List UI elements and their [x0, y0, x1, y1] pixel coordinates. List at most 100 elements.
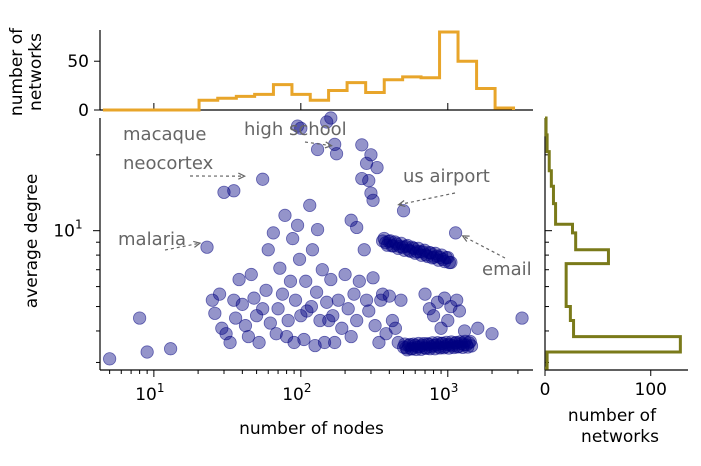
data-point — [357, 243, 371, 257]
data-point — [287, 335, 301, 350]
side-histogram: 0 100 number of networks — [540, 116, 688, 447]
side-histogram-step — [544, 116, 682, 370]
x-axis-title: number of nodes — [239, 419, 384, 439]
data-point — [259, 283, 273, 297]
data-point — [275, 287, 290, 301]
top-histogram-step — [102, 30, 516, 112]
data-point — [355, 138, 369, 152]
data-point — [286, 232, 300, 246]
data-point — [290, 218, 305, 232]
data-point — [310, 142, 325, 157]
top-histogram: 0 50 number ofnetworks — [7, 27, 533, 121]
data-point — [335, 321, 349, 335]
data-point — [103, 352, 117, 366]
data-point — [359, 156, 374, 170]
annotation-label: email — [482, 259, 532, 280]
data-point — [309, 285, 324, 299]
data-point — [256, 172, 270, 186]
data-point — [303, 198, 317, 212]
annotation-arrow-head — [324, 141, 333, 149]
data-point — [338, 267, 352, 282]
data-point — [305, 243, 320, 257]
data-point — [278, 208, 292, 222]
data-point — [366, 193, 380, 207]
data-point — [341, 302, 355, 316]
data-point — [448, 226, 463, 240]
data-point — [315, 263, 329, 277]
data-point — [283, 274, 298, 288]
data-point — [368, 319, 382, 333]
annotation-label: us airport — [403, 166, 490, 187]
data-point — [452, 304, 467, 318]
data-point — [441, 313, 455, 328]
data-point — [430, 295, 445, 309]
data-point — [362, 174, 376, 188]
data-point — [261, 243, 275, 257]
data-point — [394, 293, 408, 307]
annotation-label: macaque — [123, 124, 206, 145]
data-point — [164, 342, 178, 356]
data-point — [244, 267, 258, 282]
top-hist-y-tick-label: 50 — [67, 52, 89, 72]
annotation-arrow — [398, 192, 456, 206]
data-point — [331, 293, 345, 307]
data-point — [269, 327, 283, 341]
annotation-label: high school — [244, 119, 347, 140]
data-point — [212, 287, 227, 301]
side-hist-x-axis-title: number of networks — [568, 406, 659, 447]
data-point — [238, 319, 253, 333]
data-point — [320, 295, 334, 309]
data-point — [317, 335, 332, 350]
data-point — [263, 316, 277, 330]
data-point — [266, 226, 280, 240]
side-hist-x-tick-label: 100 — [635, 380, 667, 400]
data-point — [388, 321, 402, 335]
data-point — [133, 311, 147, 325]
data-point — [219, 327, 233, 341]
data-point — [235, 297, 249, 311]
scatter-plot: 101 102 103 101 number of nodes average degre… — [22, 111, 533, 439]
data-point — [256, 302, 270, 316]
data-point — [227, 293, 241, 307]
data-point — [324, 111, 338, 125]
data-point — [273, 261, 287, 275]
annotation-arrow-head — [397, 199, 406, 208]
data-point — [304, 299, 318, 314]
side-hist-x-tick-label: 0 — [540, 380, 551, 400]
data-point — [366, 271, 380, 285]
data-point — [227, 184, 241, 198]
data-point — [229, 311, 243, 325]
data-point — [215, 321, 229, 335]
annotation-arrow — [304, 141, 332, 147]
data-point — [485, 327, 499, 341]
x-tick-label: 102 — [282, 381, 311, 405]
data-point — [359, 293, 374, 307]
data-point — [271, 302, 285, 316]
data-point — [382, 289, 396, 303]
annotation-arrow-head — [193, 240, 202, 248]
annotation-label: neocortex — [123, 153, 214, 174]
y-tick-label: 101 — [53, 218, 82, 242]
data-point — [372, 335, 386, 350]
annotation-arrow-head — [461, 235, 470, 242]
data-point — [200, 240, 214, 254]
data-point — [232, 272, 246, 287]
data-point — [344, 213, 358, 227]
data-point — [471, 321, 485, 335]
data-point — [326, 309, 340, 323]
data-point — [140, 345, 154, 359]
data-point — [418, 287, 432, 301]
data-point — [252, 335, 266, 350]
data-point — [396, 204, 411, 218]
data-point — [463, 334, 477, 349]
data-point — [362, 304, 376, 318]
data-point — [364, 186, 378, 200]
data-point — [464, 339, 479, 353]
data-point — [217, 185, 231, 199]
x-tick-label: 101 — [135, 381, 164, 405]
data-point — [294, 121, 308, 135]
data-point — [241, 329, 256, 344]
annotation-label: malaria — [118, 229, 186, 250]
data-point — [450, 293, 464, 307]
